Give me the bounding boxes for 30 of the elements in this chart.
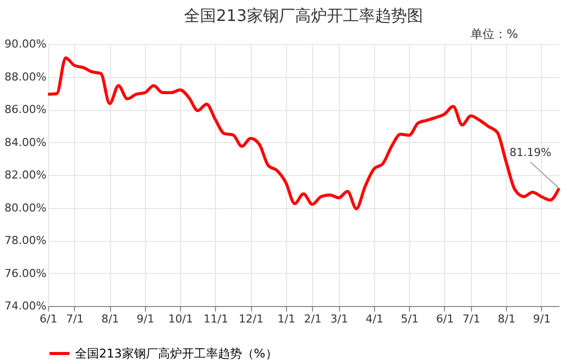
x-tick-label: 5/1 (400, 312, 419, 326)
x-tick-label: 6/1 (40, 312, 58, 326)
text: 单位：% (470, 27, 518, 41)
y-tick-label: 88.00% (4, 70, 46, 84)
y-tick-label: 76.00% (4, 266, 46, 280)
x-tick-label: 8/1 (101, 312, 120, 326)
x-tick-label: 12/1 (238, 312, 264, 326)
line-series (46, 56, 560, 210)
x-tick-label: 1/1 (278, 312, 296, 326)
x-tick-label: 6/1 (436, 312, 454, 326)
y-tick-label: 86.00% (4, 103, 46, 116)
x-tick-label: 9/1 (136, 312, 154, 326)
x-tick-label: 7/1 (66, 312, 84, 326)
y-tick-label: 80.00% (4, 201, 46, 214)
y-tick-label: 90.00% (4, 38, 46, 50)
chart-title: 全国213家钢厂高炉开工率趋势图 (184, 6, 423, 25)
y-tick-label: 82.00% (4, 168, 46, 182)
x-tick-label: 11/1 (204, 312, 228, 326)
y-tick-label: 78.00% (4, 234, 46, 247)
annotation: 81.19% (509, 146, 552, 160)
y-tick-label: 84.00% (4, 136, 46, 149)
x-tick-label: 10/1 (168, 312, 194, 326)
x-tick-label: 4/1 (366, 312, 384, 326)
y-tick-label: 74.00% (4, 300, 46, 312)
legend-label: 全国213家钢厂高炉开工率趋势（%） (75, 346, 278, 360)
x-tick-label: 8/1 (498, 312, 516, 326)
x-tick-label: 9/1 (533, 312, 551, 326)
x-tick-label: 2/1 (304, 312, 322, 326)
x-tick-label: 7/1 (462, 312, 480, 326)
x-tick-label: 3/1 (330, 312, 348, 326)
